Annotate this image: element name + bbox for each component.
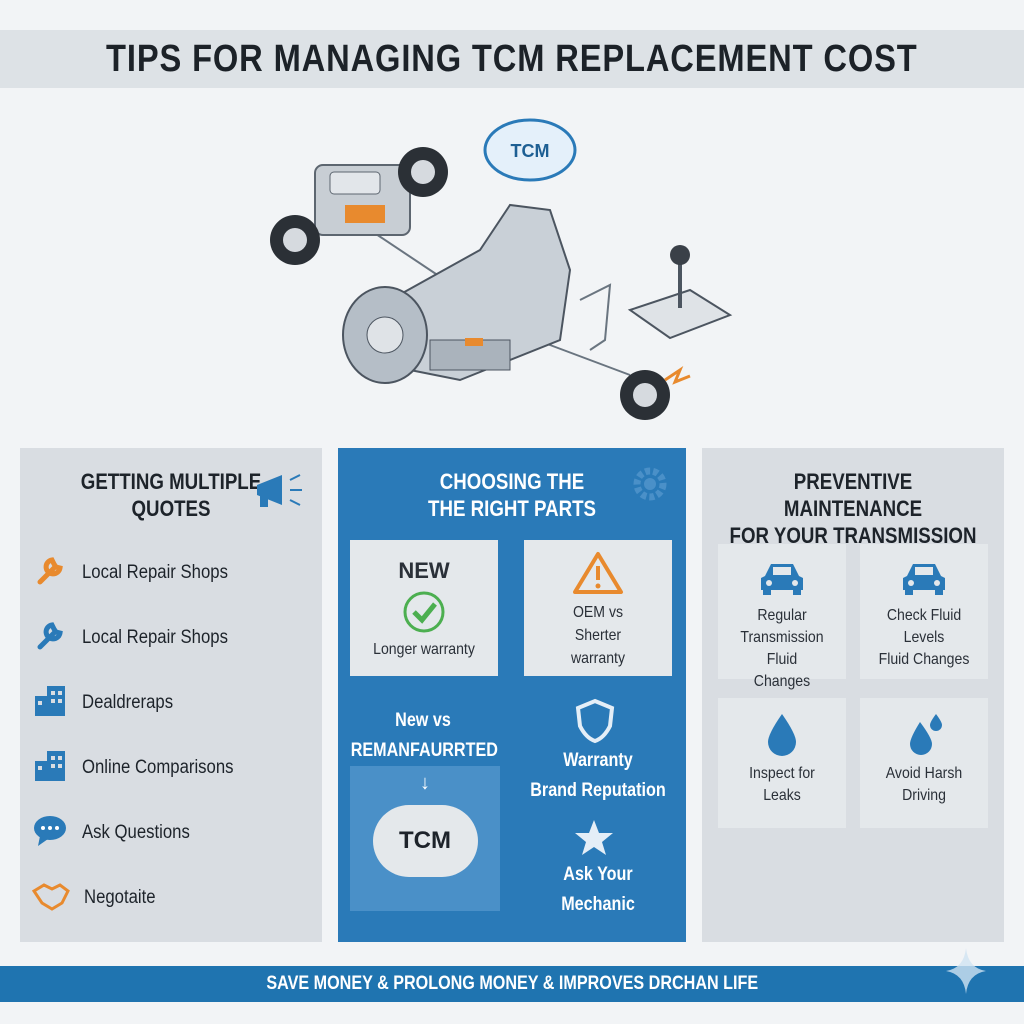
new-text: Longer warranty (373, 641, 475, 658)
oem-box: OEM vs Sherter warranty (524, 540, 672, 676)
oem-line: Sherter (574, 627, 622, 644)
new-vs-reman: New vs REMANFAURRTED (350, 710, 498, 761)
item-label: Online Comparisons (82, 757, 234, 778)
title-bar: TIPS FOR MANAGING TCM REPLACEMENT COST (0, 30, 1024, 88)
megaphone-icon (257, 474, 302, 507)
card-line: Inspect for (749, 765, 815, 782)
wheel (398, 147, 448, 197)
warning-icon (573, 552, 623, 594)
sparkle-icon (946, 948, 986, 994)
panel-heading: PREVENTIVE MAINTENANCE FOR YOUR TRANSMISS… (729, 469, 977, 548)
quote-list-item: Negotaite (31, 877, 165, 919)
card-line: Changes (753, 673, 811, 690)
maintenance-card: Inspect for Leaks (718, 698, 846, 828)
item-label: Dealdreraps (82, 692, 174, 713)
quote-list-item: Dealdreraps (32, 682, 186, 724)
tcm-brain-icon: TCM (483, 118, 577, 182)
card-line: Transmission Fluid (740, 629, 824, 668)
gear-shifter-icon (627, 245, 733, 340)
item-label: Ask Questions (82, 822, 190, 843)
wrench-icon (32, 617, 68, 659)
card-line: Check Fluid Levels (886, 607, 962, 646)
maintenance-card: Check Fluid Levels Fluid Changes (860, 544, 988, 679)
car-icon (757, 564, 807, 602)
oem-line: OEM vs (572, 604, 624, 621)
tcm-label: TCM (511, 141, 550, 161)
footer-text: SAVE MONEY & PROLONG MONEY & IMPROVES DR… (266, 973, 758, 994)
wrench-icon (32, 552, 68, 594)
new-title: NEW (398, 558, 450, 583)
tcm-box: ↓ TCM (350, 766, 500, 911)
shield-icon (575, 698, 615, 744)
oem-line: warranty (570, 650, 625, 667)
transmission-illustration: TCM (270, 118, 733, 420)
footer-banner: SAVE MONEY & PROLONG MONEY & IMPROVES DR… (0, 966, 1024, 1002)
droplets-icon (904, 714, 944, 760)
card-line: Fluid Changes (878, 651, 970, 668)
panel-heading: CHOOSING THE THE RIGHT PARTS (428, 469, 596, 521)
quote-list-item: Local Repair Shops (32, 552, 248, 594)
item-label: Local Repair Shops (82, 562, 228, 583)
quote-list-item: Local Repair Shops (32, 617, 248, 659)
warranty-brand: Warranty Brand Reputation (530, 750, 666, 801)
panel-heading: GETTING MULTIPLE QUOTES (80, 469, 262, 521)
page-title: TIPS FOR MANAGING TCM REPLACEMENT COST (106, 37, 918, 80)
handshake-icon (31, 877, 70, 919)
item-label: Negotaite (84, 887, 156, 908)
car-icon (899, 564, 949, 602)
gear-icon (633, 467, 667, 501)
wheel (620, 370, 670, 420)
card-line: Avoid Harsh (885, 765, 963, 782)
building-icon (32, 747, 68, 789)
maintenance-card: Regular Transmission Fluid Changes (718, 544, 846, 690)
ask-mechanic: Ask Your Mechanic (561, 864, 635, 915)
wheel (270, 215, 320, 265)
droplet-icon (762, 714, 802, 760)
new-parts-box: NEW Longer warranty (350, 540, 498, 676)
item-label: Local Repair Shops (82, 627, 228, 648)
preventive-maintenance-panel: PREVENTIVE MAINTENANCE FOR YOUR TRANSMISS… (702, 448, 1004, 942)
multiple-quotes-panel: GETTING MULTIPLE QUOTES Local Repair Shop… (20, 448, 322, 942)
quote-list-item: Online Comparisons (32, 747, 254, 789)
tcm-label: TCM (399, 827, 451, 854)
card-line: Leaks (763, 787, 801, 804)
chat-bubble-icon (32, 812, 68, 854)
transmission (342, 203, 572, 384)
star-icon (575, 820, 613, 855)
quote-list-item: Ask Questions (32, 812, 205, 854)
maintenance-card: Avoid Harsh Driving (860, 698, 988, 828)
arrow-down-icon: ↓ (420, 772, 430, 794)
card-line: Regular (757, 607, 807, 624)
building-icon (32, 682, 68, 724)
brain-icon: TCM (372, 805, 478, 877)
spark-icon (664, 366, 691, 385)
card-line: Driving (902, 787, 946, 804)
right-parts-panel: CHOOSING THE THE RIGHT PARTS NEW Longer w… (338, 448, 686, 942)
check-circle-icon (403, 591, 445, 633)
engine-block (314, 164, 411, 236)
